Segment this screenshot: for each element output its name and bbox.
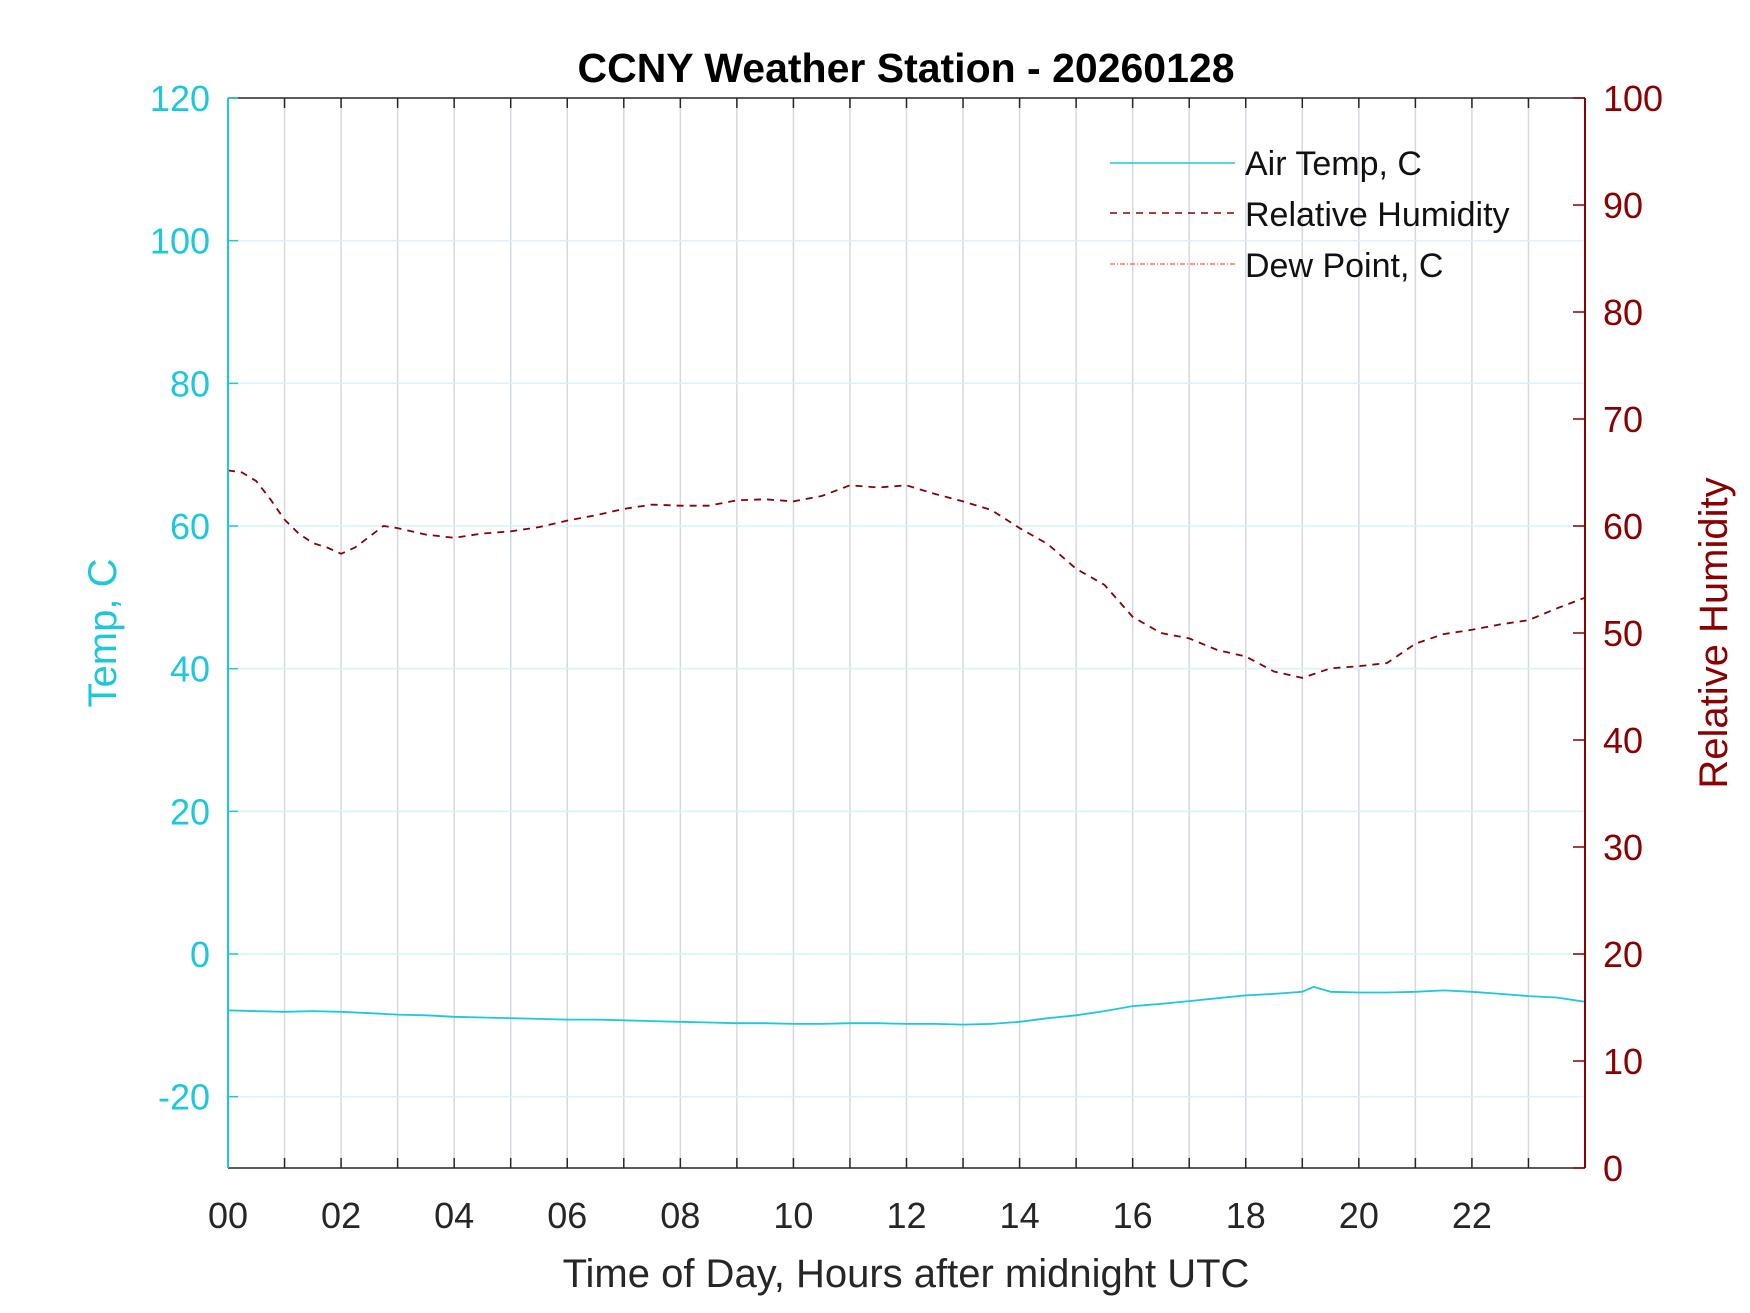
y-left-tick-label: -20 [158,1077,210,1118]
x-tick-label: 22 [1452,1195,1492,1236]
y-right-tick-label: 0 [1603,1148,1623,1189]
vertical-gridlines [283,98,1530,1168]
x-tick-label: 06 [547,1195,587,1236]
legend: Air Temp, C Relative Humidity Dew Point,… [1110,145,1510,285]
series-line-0 [227,985,1586,1026]
chart-title: CCNY Weather Station - 20260128 [577,45,1234,91]
y-right-tick-label: 40 [1603,720,1643,761]
x-tick-label: 00 [208,1195,248,1236]
legend-label-relative-humidity: Relative Humidity [1245,196,1510,234]
y-right-tick-label: 100 [1603,78,1663,119]
y-left-ticks: -20 0 20 40 60 80 100 120 [150,78,238,1118]
y-left-tick-label: 60 [170,506,210,547]
x-tick-label: 14 [1000,1195,1040,1236]
y-right-tick-label: 20 [1603,934,1643,975]
x-tick-label: 08 [660,1195,700,1236]
y-left-axis-label: Temp, C [81,559,125,708]
y-left-tick-label: 100 [150,221,210,262]
series-line-1 [227,469,1586,679]
x-axis-label: Time of Day, Hours after midnight UTC [563,1252,1250,1296]
legend-label-air-temp: Air Temp, C [1245,145,1422,183]
x-tick-label: 02 [321,1195,361,1236]
y-right-tick-label: 90 [1603,185,1643,226]
y-left-tick-label: 80 [170,363,210,404]
legend-label-dew-point: Dew Point, C [1245,247,1443,285]
y-right-axis-label: Relative Humidity [1692,477,1736,788]
series-layer [227,469,1586,1026]
y-right-tick-label: 80 [1603,292,1643,333]
y-right-tick-label: 70 [1603,399,1643,440]
x-tick-label: 12 [886,1195,926,1236]
x-tick-label: 04 [434,1195,474,1236]
y-left-tick-label: 120 [150,78,210,119]
y-left-tick-label: 20 [170,791,210,832]
y-right-tick-label: 30 [1603,827,1643,868]
y-left-tick-label: 0 [190,934,210,975]
y-right-tick-label: 50 [1603,613,1643,654]
y-right-ticks: 0 10 20 30 40 50 60 70 80 90 100 [1573,78,1663,1189]
y-right-tick-label: 10 [1603,1041,1643,1082]
x-tick-label: 10 [773,1195,813,1236]
x-ticks: 00 02 04 06 08 10 12 14 16 18 20 22 [208,98,1530,1236]
y-left-tick-label: 40 [170,649,210,690]
x-tick-label: 16 [1113,1195,1153,1236]
y-right-tick-label: 60 [1603,506,1643,547]
x-tick-label: 18 [1226,1195,1266,1236]
horizontal-gridlines [228,239,1585,1098]
x-tick-label: 20 [1339,1195,1379,1236]
